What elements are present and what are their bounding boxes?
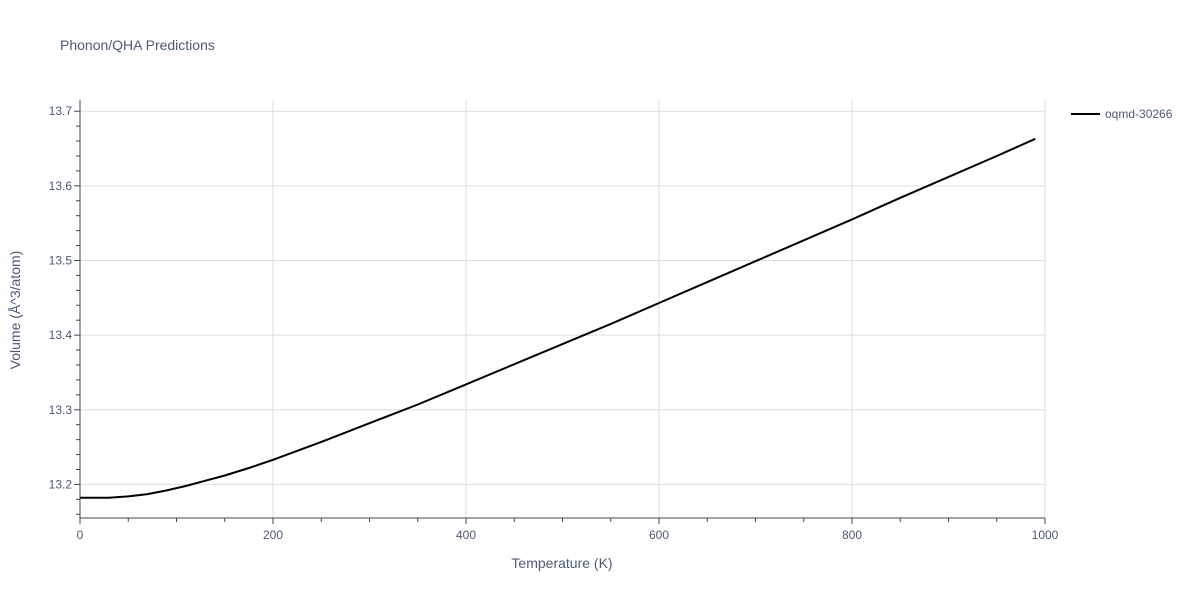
y-axis-title: Volume (Å^3/atom)	[7, 251, 23, 370]
legend[interactable]: oqmd-30266	[1071, 107, 1173, 121]
x-tick-labels: 0 200 400 600 800 1000	[77, 528, 1059, 542]
y-tick-labels: 13.2 13.3 13.4 13.5 13.6 13.7	[49, 104, 73, 491]
y-tick-label: 13.2	[49, 477, 73, 491]
x-tick-label: 600	[649, 528, 669, 542]
x-tick-label: 0	[77, 528, 84, 542]
series-lines	[80, 137, 1036, 499]
y-tick-label: 13.4	[49, 328, 73, 342]
y-tick-label: 13.5	[49, 253, 73, 267]
y-tick-label: 13.6	[49, 179, 73, 193]
x-tick-label: 200	[263, 528, 283, 542]
series-line-oqmd-30266	[80, 137, 1036, 499]
x-axis-title: Temperature (K)	[511, 555, 612, 571]
x-tick-label: 800	[842, 528, 862, 542]
x-tick-label: 400	[456, 528, 476, 542]
gridlines	[80, 100, 1046, 518]
legend-label: oqmd-30266	[1105, 107, 1173, 121]
y-tick-label: 13.7	[49, 104, 73, 118]
chart-title: Phonon/QHA Predictions	[60, 37, 215, 53]
axes	[74, 100, 1046, 524]
y-tick-label: 13.3	[49, 403, 73, 417]
x-tick-label: 1000	[1032, 528, 1059, 542]
